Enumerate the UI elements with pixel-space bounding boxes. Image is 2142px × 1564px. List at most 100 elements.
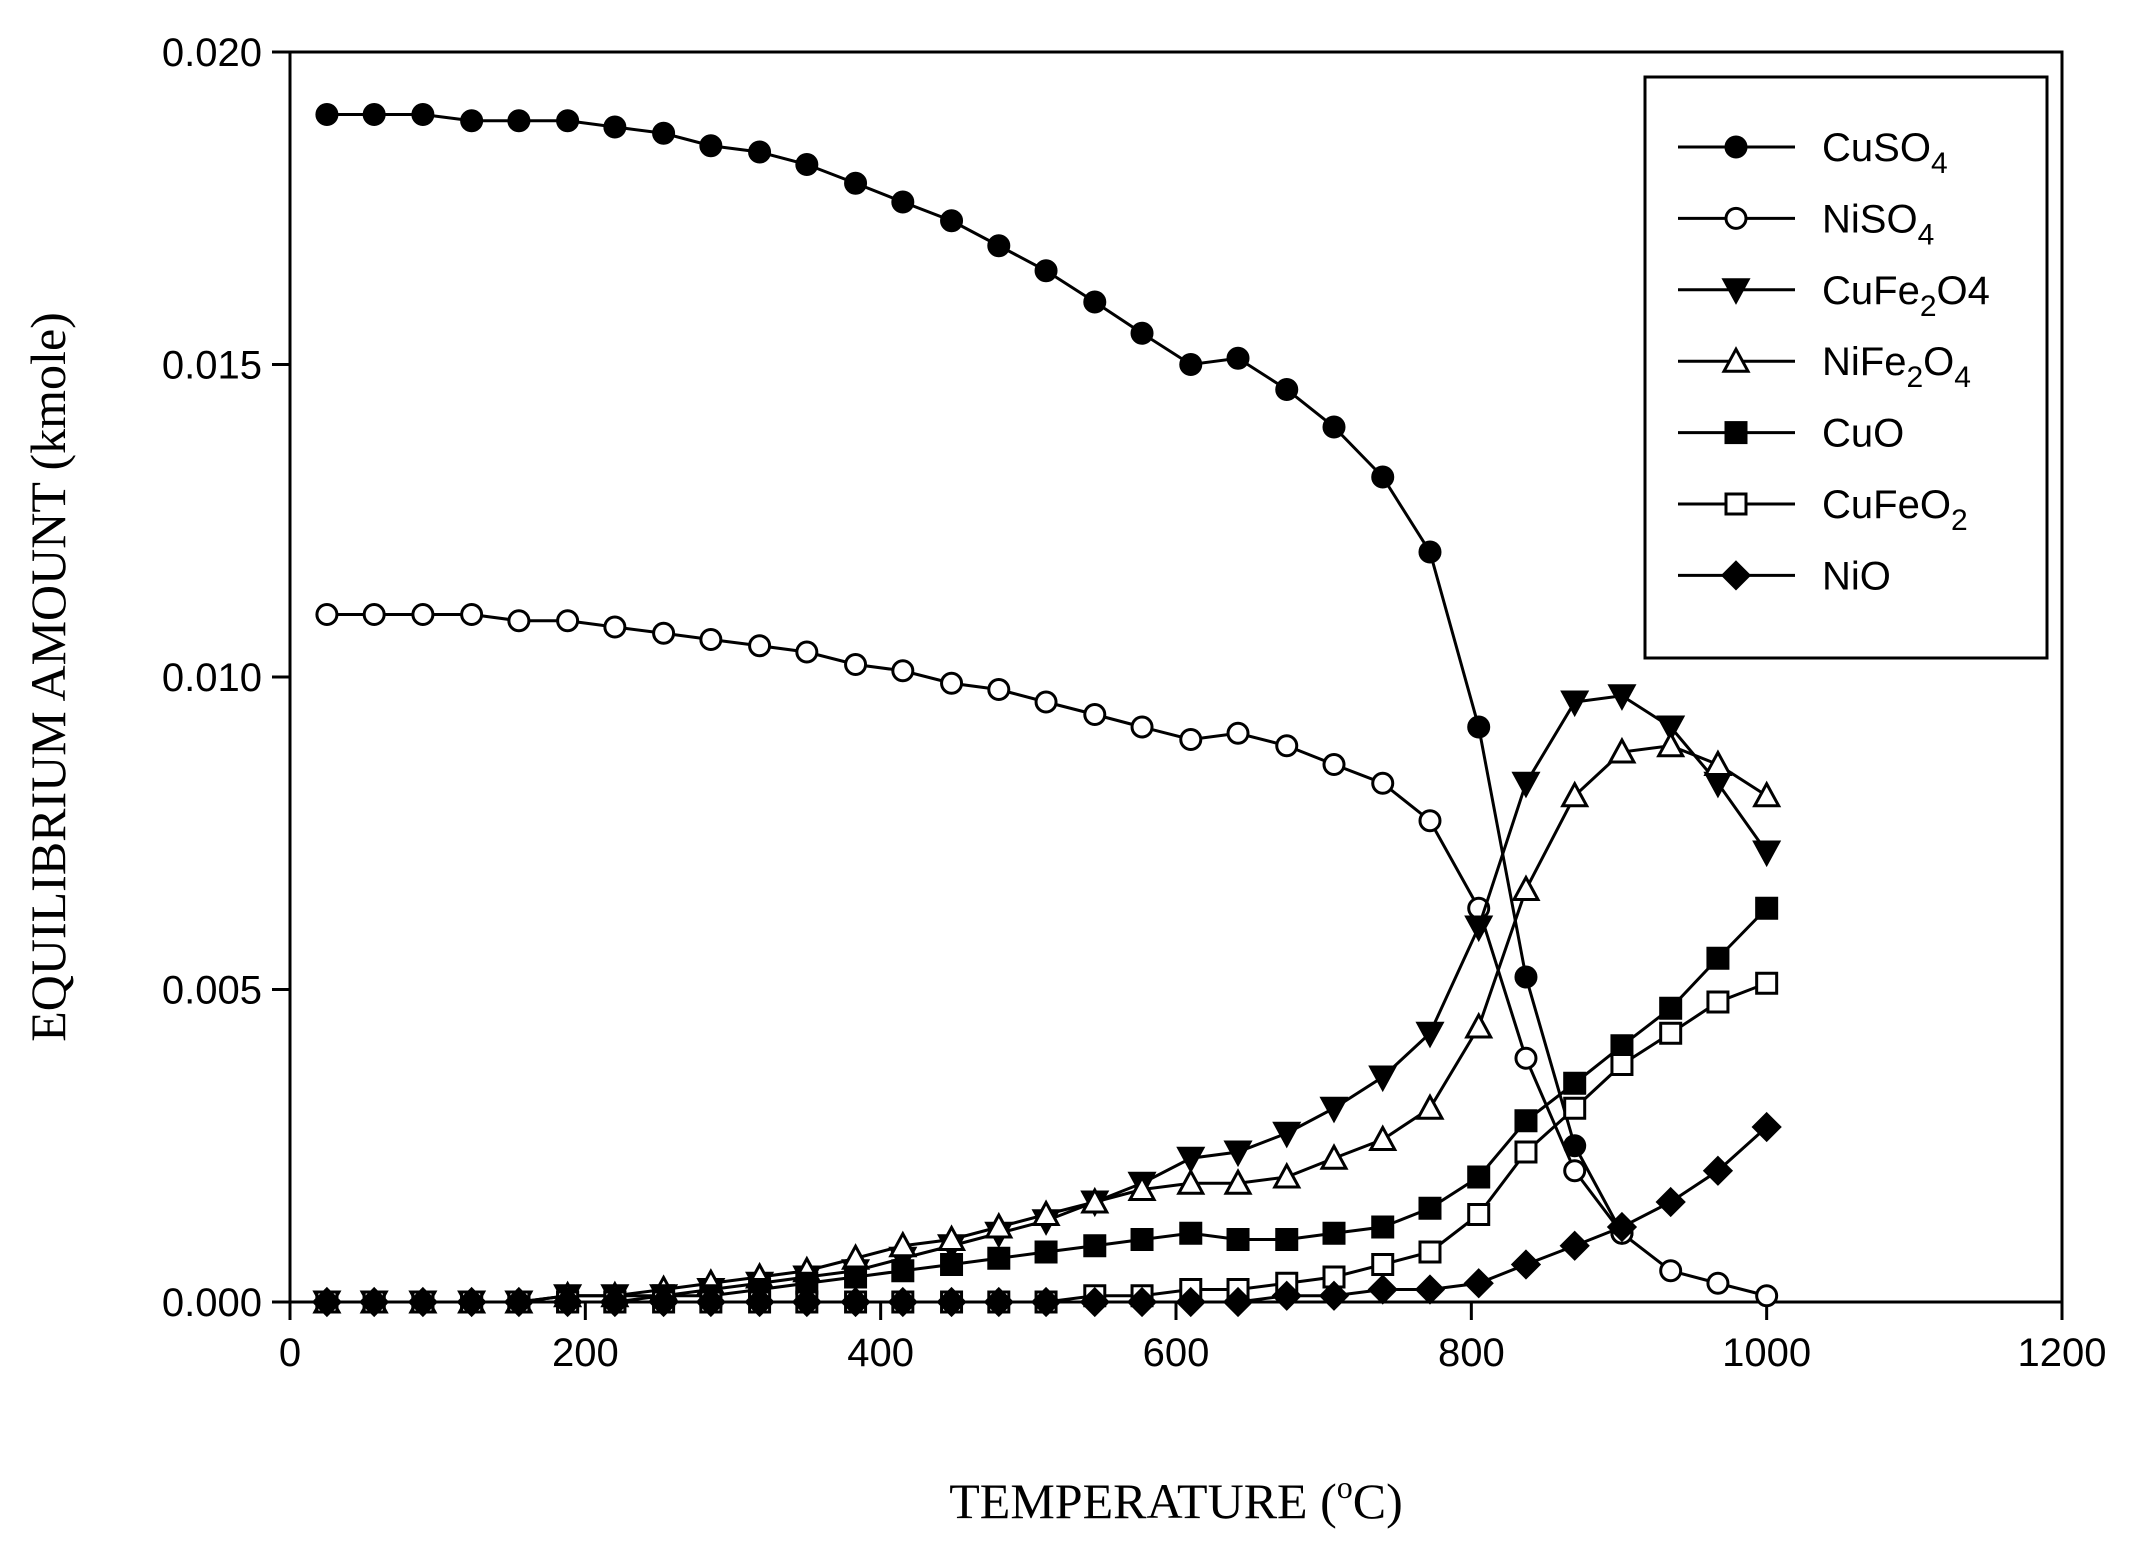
legend-item-CuO: CuO [1678,412,1904,456]
data-point [1659,996,1683,1020]
x-tick-label: 400 [847,1331,914,1375]
data-point [1414,1274,1446,1305]
data-point [1560,690,1590,718]
data-point [1368,1065,1398,1093]
data-point [1464,1011,1494,1039]
data-point [1127,1174,1157,1201]
series-CuO [315,896,1779,1314]
data-point [315,603,339,626]
data-point [844,1265,868,1289]
data-point [556,609,580,633]
data-point [937,1224,967,1251]
data-point [1703,771,1733,799]
data-point [460,603,484,626]
legend-label-part: CuSO [1822,126,1931,170]
data-point [987,234,1011,258]
data-point [1223,1140,1253,1168]
data-point [983,1286,1014,1318]
data-point [652,121,676,145]
legend-marker [1721,278,1751,305]
data-point [795,640,819,664]
legend-box [1643,75,2049,660]
legend-marker [1720,560,1752,591]
data-point [1126,1286,1158,1318]
data-point [1755,1284,1779,1308]
legend-label: CuSO4 [1822,126,1948,180]
x-axis-title-prefix: TEMPERATURE ( [949,1473,1337,1529]
legend-label: CuFeO2 [1822,483,1968,537]
data-point [1706,990,1730,1014]
legend-label: CuO [1822,412,1904,456]
legend-marker [1721,346,1751,373]
data-point [1222,1286,1254,1318]
data-point [1031,1199,1061,1226]
data-point [748,140,772,164]
data-point [1368,1124,1398,1151]
data-point [1223,1168,1253,1195]
legend-label-part: 4 [1918,218,1935,251]
data-point [599,1286,630,1318]
data-point [1467,1203,1491,1226]
y-axis-title: EQUILIBRIUM AMOUNT (kmole) [20,312,76,1042]
data-point [744,1286,775,1318]
data-point [1415,1021,1445,1049]
legend-item-NiO: NiO [1678,554,1891,598]
data-point [1514,1140,1538,1164]
data-point [840,1286,871,1318]
data-point [1706,946,1730,970]
data-point [940,671,964,695]
data-point [1752,780,1782,808]
series-layer [311,103,1782,1318]
data-point [1179,353,1203,376]
data-point [1034,690,1058,714]
data-point [891,190,915,214]
data-point [411,603,435,626]
data-point [1751,1111,1782,1143]
data-point [1563,1159,1587,1183]
x-tick-label: 0 [279,1331,301,1375]
data-point [1079,1286,1110,1318]
y-tick-label: 0.020 [162,31,262,75]
legend-label-part: NiFe [1822,340,1906,384]
data-point [1371,1215,1395,1239]
legend-label: CuFe2O4 [1822,269,1990,323]
legend-label-part: 4 [1954,361,1971,394]
legend-item-NiFe2O4: NiFe2O4 [1678,340,1971,394]
data-point [1415,1093,1445,1120]
series-CuSO4 [315,103,1634,1245]
data-point [1371,465,1395,489]
data-point [987,678,1011,701]
data-point [1371,771,1395,795]
data-point [1418,809,1442,833]
x-axis-title-degree: o [1337,1469,1353,1505]
data-point [1463,1268,1494,1299]
data-point [603,615,627,639]
legend-marker [1724,206,1748,230]
data-point [1418,1240,1442,1264]
data-point [1755,971,1779,995]
legend-label: NiFe2O4 [1822,340,1971,394]
data-point [456,1286,487,1318]
data-point [748,634,772,658]
data-point [844,171,868,195]
data-point [1464,915,1494,943]
legend-marker [1724,135,1748,159]
data-point [556,109,580,133]
legend-label: NiSO4 [1822,197,1934,251]
data-point [460,109,484,133]
data-point [1607,736,1637,764]
data-point [1083,703,1107,726]
data-point [603,115,627,139]
data-point [1083,290,1107,314]
x-tick-label: 600 [1143,1331,1210,1375]
data-point [1467,1165,1491,1189]
x-tick-label: 1200 [2018,1331,2107,1375]
data-point [940,209,964,233]
data-point [1318,1280,1350,1311]
data-point [1563,1096,1587,1120]
data-point [1226,346,1250,370]
y-tick-label: 0.010 [162,656,262,700]
data-point [1275,1228,1299,1251]
data-point [1319,1143,1349,1170]
